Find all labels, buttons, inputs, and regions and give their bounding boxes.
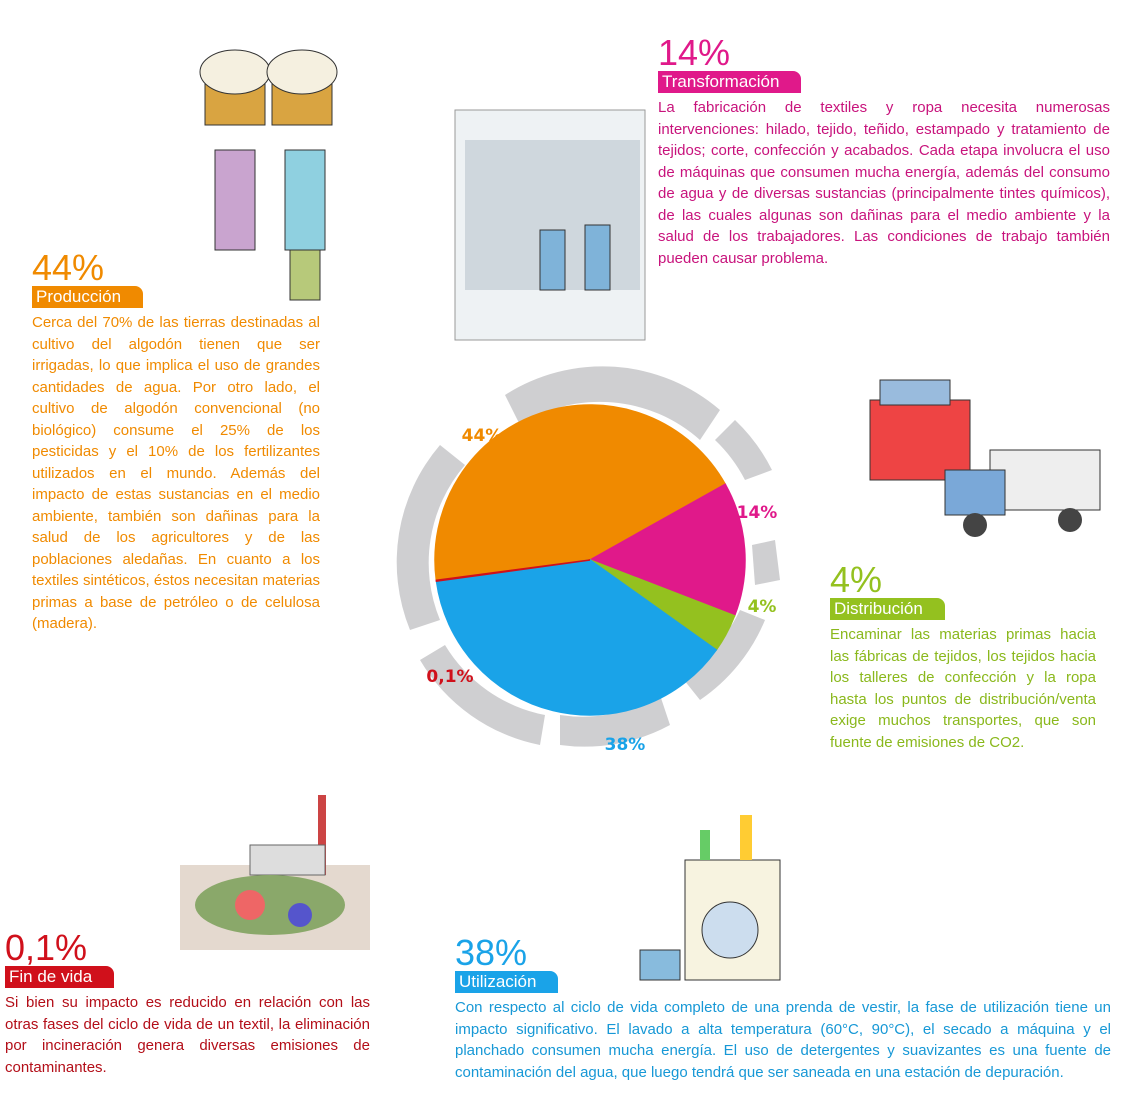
illustration-producers	[199, 49, 338, 301]
slice-label: 14%	[737, 503, 778, 523]
pie-slice	[435, 559, 718, 716]
panel-title: Transformación	[658, 71, 802, 93]
slice-label: 4%	[748, 597, 777, 617]
panel-percent: 44%	[32, 247, 105, 288]
illustration-landfill	[180, 795, 370, 950]
panel-text: Si bien su impacto es reducido en relaci…	[5, 994, 370, 1076]
panel-percent: 38%	[455, 932, 528, 973]
panel-text: La fabricación de textiles y ropa necesi…	[658, 99, 1110, 267]
illustration-factory	[454, 109, 646, 341]
panel-title: Distribución	[830, 598, 945, 620]
panel-text: Encaminar las materias primas hacia las …	[830, 626, 1096, 751]
panel: 0,1% Fin de vida Si bien su impacto es red…	[5, 930, 370, 1078]
panel-text: Con respecto al ciclo de vida completo d…	[455, 999, 1111, 1081]
decor-ring	[396, 366, 780, 747]
panel: 38% Utilización Con respecto al ciclo de v…	[455, 935, 1111, 1083]
slice-label: 0,1%	[426, 667, 473, 687]
panel: 44% Producción Cerca del 70% de las tierra…	[32, 250, 320, 635]
panel-percent: 0,1%	[5, 927, 88, 968]
pie-slice	[435, 559, 591, 583]
panel-percent: 14%	[658, 32, 731, 73]
panel: 4% Distribución Encaminar las materias pri…	[830, 562, 1096, 753]
slice-label: 38%	[605, 735, 646, 755]
panel: 14% Transformación La fabricación de texti…	[658, 35, 1110, 269]
slice-label: 44%	[462, 426, 503, 446]
panel-percent: 4%	[830, 559, 883, 600]
panel-text: Cerca del 70% de las tierras destinadas …	[32, 314, 320, 632]
panel-title: Fin de vida	[5, 966, 115, 988]
pie-slice	[434, 404, 727, 582]
pie	[434, 404, 746, 716]
pie-slice	[588, 483, 746, 617]
panel-title: Utilización	[455, 971, 559, 993]
panel-title: Producción	[32, 286, 144, 308]
illustration-transport	[869, 379, 1101, 537]
illustration-washer	[639, 815, 781, 981]
